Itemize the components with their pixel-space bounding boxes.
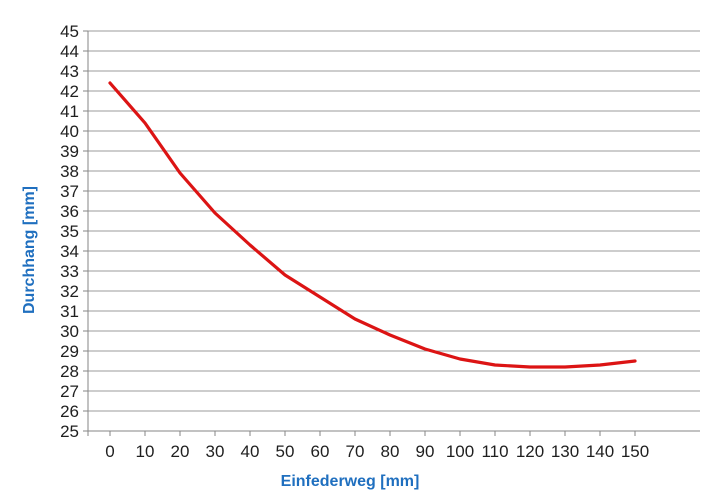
- y-axis-title: Durchhang [mm]: [21, 186, 38, 314]
- y-tick-label: 39: [60, 142, 79, 161]
- y-tick-label: 35: [60, 222, 79, 241]
- y-tick-label: 42: [60, 82, 79, 101]
- y-tick-label: 44: [60, 42, 79, 61]
- x-tick-label: 120: [516, 442, 544, 461]
- y-tick-label: 45: [60, 22, 79, 41]
- y-tick-label: 41: [60, 102, 79, 121]
- y-tick-label: 40: [60, 122, 79, 141]
- x-tick-label: 90: [416, 442, 435, 461]
- x-tick-label: 130: [551, 442, 579, 461]
- y-tick-label: 27: [60, 382, 79, 401]
- x-tick-label: 100: [446, 442, 474, 461]
- x-tick-label: 150: [621, 442, 649, 461]
- y-tick-label: 34: [60, 242, 79, 261]
- x-tick-label: 140: [586, 442, 614, 461]
- y-tick-label: 29: [60, 342, 79, 361]
- y-tick-label: 38: [60, 162, 79, 181]
- x-tick-label: 70: [346, 442, 365, 461]
- x-tick-label: 30: [206, 442, 225, 461]
- x-tick-label: 110: [481, 442, 508, 461]
- x-tick-label: 60: [311, 442, 330, 461]
- y-tick-label: 31: [60, 302, 79, 321]
- x-tick-label: 10: [136, 442, 155, 461]
- y-tick-label: 36: [60, 202, 79, 221]
- y-tick-label: 28: [60, 362, 79, 381]
- x-axis-title: Einfederweg [mm]: [280, 473, 420, 490]
- y-tick-label: 37: [60, 182, 79, 201]
- y-tick-label: 25: [60, 422, 79, 441]
- y-tick-label: 26: [60, 402, 79, 421]
- data-series-line: [108, 81, 637, 369]
- x-tick-label: 40: [241, 442, 260, 461]
- x-tick-label: 80: [381, 442, 400, 461]
- y-tick-label: 33: [60, 262, 79, 281]
- y-tick-label: 32: [60, 282, 79, 301]
- x-tick-label: 0: [105, 442, 114, 461]
- y-tick-label: 43: [60, 62, 79, 81]
- y-tick-label: 30: [60, 322, 79, 341]
- x-tick-label: 20: [171, 442, 190, 461]
- x-tick-label: 50: [276, 442, 295, 461]
